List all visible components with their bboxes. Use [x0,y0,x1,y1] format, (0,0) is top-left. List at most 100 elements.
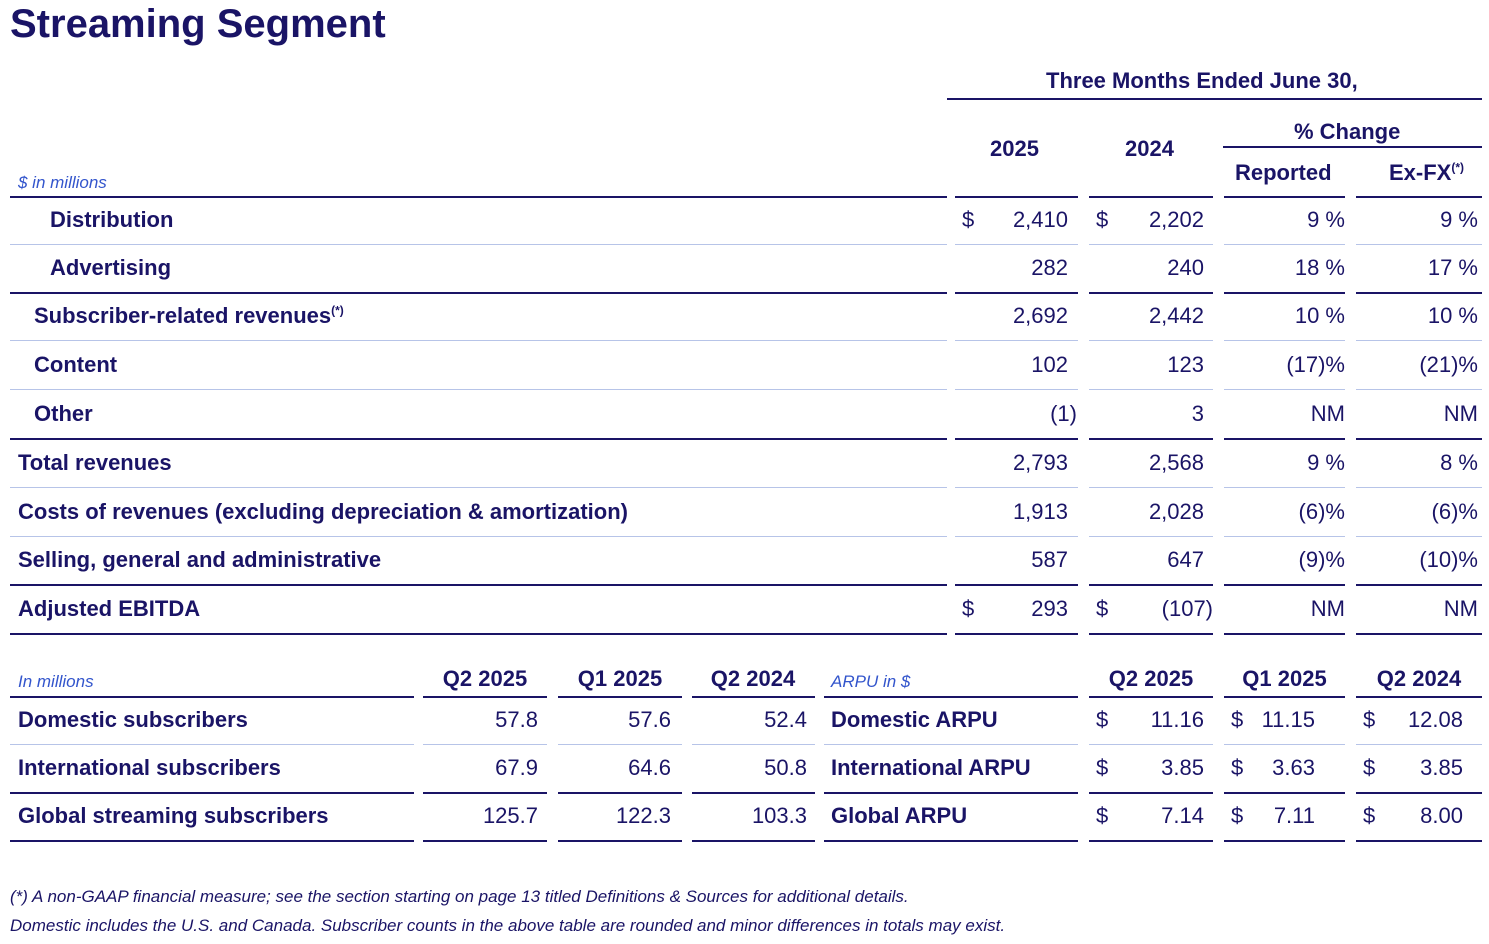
value-2024: 123 [1167,352,1204,377]
row-rule [1224,744,1345,745]
value-2024: 647 [1167,547,1204,572]
row-rule [1356,196,1482,198]
value-2025: 2,692 [1012,303,1068,328]
dollar-sign: $ [962,596,975,621]
row-rule [1089,340,1213,341]
dollar-sign: $ [1096,755,1109,780]
subs-row-label: International subscribers [18,755,281,780]
value-2025: 2,793 [1012,450,1068,475]
row-rule [10,292,947,294]
col-2024-header: 2024 [1125,136,1174,161]
value-2024: 2,202 [1148,207,1204,232]
row-rule [1224,438,1345,440]
row-rule [1089,389,1213,390]
row-rule [1089,292,1213,294]
subs-value: 57.6 [628,707,671,732]
dollar-sign: $ [1231,707,1244,732]
pct-exfx: 17 % [1427,255,1478,280]
pct-reported: NM [1310,401,1345,426]
value-2024: 2,442 [1148,303,1204,328]
row-rule [1356,744,1482,745]
row-rule [1356,438,1482,440]
row-rule [1224,244,1345,245]
row-rule [955,584,1078,586]
pct-exfx: NM [1443,401,1478,426]
reported-header: Reported [1235,160,1332,185]
arpu-col-header: Q2 2025 [1108,666,1194,691]
arpu-value: 3.85 [1420,755,1463,780]
row-rule [1356,487,1482,488]
row-rule [558,840,682,842]
row-label: Other [34,401,93,426]
value-2025: 282 [1031,255,1068,280]
row-label: Costs of revenues (excluding depreciatio… [18,499,628,524]
row-rule [1224,196,1345,198]
pct-reported: (17)% [1286,352,1345,377]
row-rule [1224,389,1345,390]
row-rule [1089,840,1213,842]
pct-exfx: NM [1443,596,1478,621]
arpu-value: 11.16 [1150,707,1204,732]
row-rule [1356,840,1482,842]
row-rule [955,487,1078,488]
arpu-value: 8.00 [1420,803,1463,828]
row-rule [10,438,947,440]
row-rule [1224,840,1345,842]
footnote-1: (*) A non-GAAP financial measure; see th… [10,887,909,906]
subs-value: 125.7 [482,803,538,828]
row-rule [1356,633,1482,635]
subs-row-label: Domestic subscribers [18,707,248,732]
page-title: Streaming Segment [10,2,386,46]
pct-exfx: 9 % [1440,207,1478,232]
pct-reported: 10 % [1294,303,1345,328]
subs-value: 52.4 [764,707,807,732]
row-label: Advertising [50,255,172,280]
pct-exfx: 8 % [1440,450,1478,475]
footnote-2: Domestic includes the U.S. and Canada. S… [10,916,1006,935]
pct-exfx: 10 % [1427,303,1478,328]
row-rule [1089,696,1213,698]
pct-reported: 18 % [1294,255,1345,280]
row-rule [955,244,1078,245]
row-label: Total revenues [18,450,172,475]
dollar-sign: $ [1096,707,1109,732]
period-header: Three Months Ended June 30, [1046,68,1358,93]
pct-exfx: (10)% [1419,547,1478,572]
row-rule [10,196,947,198]
arpu-row-label: Global ARPU [831,803,968,828]
value-2025: 2,410 [1012,207,1068,232]
row-rule [692,744,815,745]
row-rule [955,438,1078,440]
row-rule [423,744,547,745]
value-2025: 1,913 [1012,499,1068,524]
arpu-value: 3.85 [1161,755,1204,780]
row-label: Distribution [50,207,174,232]
subs-col-header: Q2 2024 [710,666,796,691]
row-rule [824,696,1078,698]
row-label: Content [34,352,118,377]
dollar-sign: $ [1363,803,1376,828]
value-2024: 3 [1191,401,1204,426]
row-rule [10,536,947,537]
row-rule [10,744,414,745]
value-2024: 2,028 [1148,499,1204,524]
value-2024: 240 [1167,255,1204,280]
pct-change-header: % Change [1294,119,1401,144]
row-rule [1356,792,1482,794]
pct-reported: 9 % [1307,450,1345,475]
row-rule [1089,244,1213,245]
row-rule [1224,536,1345,537]
row-rule [10,389,947,390]
subs-value: 122.3 [615,803,671,828]
row-rule [955,292,1078,294]
row-rule [1224,696,1345,698]
row-rule [10,584,947,586]
row-rule [1224,340,1345,341]
dollar-sign: $ [962,207,975,232]
arpu-value: 3.63 [1272,755,1315,780]
pct-reported: (6)% [1298,499,1345,524]
row-rule [955,633,1078,635]
value-2025: 102 [1031,352,1068,377]
value-2025: (1) [1050,401,1077,426]
row-rule [1224,292,1345,294]
